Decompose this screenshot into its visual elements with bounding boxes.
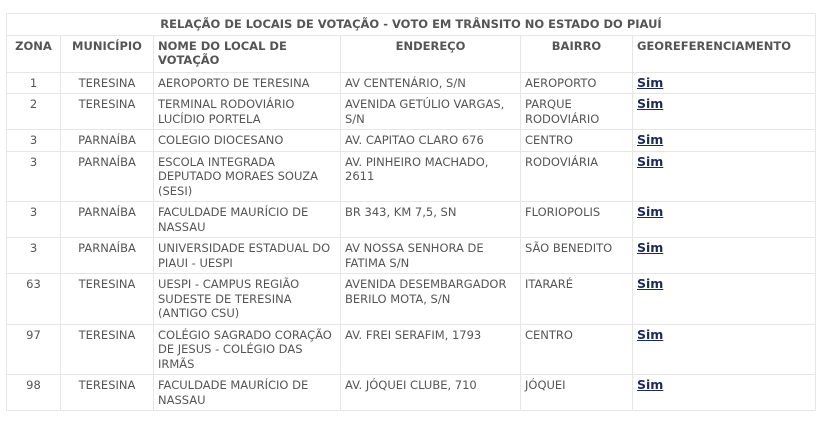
cell-bairro: ITARARÉ [520, 273, 633, 325]
georeferenciamento-link[interactable]: Sim [637, 377, 664, 392]
table-row: 3 PARNAÍBA COLEGIO DIOCESANO AV. CAPITAO CL… [6, 129, 816, 152]
cell-nome: UESPI - CAMPUS REGIÃO SUDESTE DE TERESIN… [153, 273, 341, 325]
georeferenciamento-link[interactable]: Sim [637, 153, 664, 169]
table-title: RELAÇÃO DE LOCAIS DE VOTAÇÃO - VOTO EM T… [6, 13, 816, 36]
cell-nome: FACULDADE MAURÍCIO DE NASSAU [153, 374, 341, 411]
georeferenciamento-link[interactable]: Sim [637, 132, 664, 147]
cell-geo: Sim [632, 150, 816, 202]
cell-endereco: AV. FREI SERAFIM, 1793 [340, 323, 521, 375]
cell-zona: 1 [6, 71, 61, 94]
georeferenciamento-link[interactable]: Sim [637, 240, 664, 255]
table-row: 3 PARNAÍBA UNIVERSIDADE ESTADUAL DO PIAUI … [6, 237, 816, 274]
table-row: 98 TERESINA FACULDADE MAURÍCIO DE NASSAU AV… [6, 374, 816, 411]
cell-municipio: TERESINA [60, 374, 154, 411]
georeferenciamento-link[interactable]: Sim [637, 204, 664, 219]
cell-municipio: TERESINA [60, 71, 154, 94]
georeferenciamento-link[interactable]: Sim [637, 276, 664, 291]
cell-nome: ESCOLA INTEGRADA DEPUTADO MORAES SOUZA (… [153, 150, 341, 202]
georeferenciamento-link[interactable]: Sim [637, 326, 664, 342]
cell-endereco: AVENIDA DESEMBARGADOR BERILO MOTA, S/N [340, 273, 521, 325]
header-endereco: ENDEREÇO [340, 34, 521, 73]
cell-endereco: AVENIDA GETÚLIO VARGAS, S/N [340, 93, 521, 130]
cell-nome: UNIVERSIDADE ESTADUAL DO PIAUI - UESPI [153, 237, 341, 274]
cell-bairro: CENTRO [520, 129, 633, 152]
cell-municipio: PARNAÍBA [60, 201, 154, 238]
cell-nome: COLEGIO DIOCESANO [153, 129, 341, 152]
voting-locations-table: RELAÇÃO DE LOCAIS DE VOTAÇÃO - VOTO EM T… [6, 13, 816, 411]
header-nome: NOME DO LOCAL DE VOTAÇÃO [153, 34, 341, 73]
georeferenciamento-link[interactable]: Sim [637, 74, 664, 90]
cell-bairro: RODOVIÁRIA [520, 150, 633, 202]
georeferenciamento-link[interactable]: Sim [637, 96, 664, 111]
cell-geo: Sim [632, 273, 816, 325]
table-row: 97 TERESINA COLÉGIO SAGRADO CORAÇÃO DE JES… [6, 323, 816, 375]
cell-geo: Sim [632, 201, 816, 238]
cell-municipio: TERESINA [60, 93, 154, 130]
cell-bairro: PARQUE RODOVIÁRIO [520, 93, 633, 130]
cell-zona: 3 [6, 129, 61, 152]
table-row: 2 TERESINA TERMINAL RODOVIÁRIO LUCÍDIO POR… [6, 93, 816, 130]
cell-bairro: SÃO BENEDITO [520, 237, 633, 274]
cell-zona: 2 [6, 93, 61, 130]
cell-municipio: TERESINA [60, 273, 154, 325]
cell-zona: 63 [6, 273, 61, 325]
header-georeferenciamento: GEOREFERENCIAMENTO [632, 34, 816, 73]
cell-municipio: PARNAÍBA [60, 150, 154, 202]
cell-nome: TERMINAL RODOVIÁRIO LUCÍDIO PORTELA [153, 93, 341, 130]
cell-endereco: AV CENTENÁRIO, S/N [340, 71, 521, 94]
cell-geo: Sim [632, 374, 816, 411]
cell-zona: 3 [6, 150, 61, 202]
header-municipio: MUNICÍPIO [60, 34, 154, 73]
table-row: 1 TERESINA AEROPORTO DE TERESINA AV CENTENÁ… [6, 71, 816, 94]
cell-geo: Sim [632, 93, 816, 130]
header-bairro: BAIRRO [520, 34, 633, 73]
cell-zona: 3 [6, 201, 61, 238]
header-zona: ZONA [6, 34, 61, 73]
cell-geo: Sim [632, 237, 816, 274]
table-row: 3 PARNAÍBA FACULDADE MAURÍCIO DE NASSAU BR … [6, 201, 816, 238]
cell-bairro: FLORIOPOLIS [520, 201, 633, 238]
cell-municipio: PARNAÍBA [60, 129, 154, 152]
cell-zona: 97 [6, 323, 61, 375]
cell-bairro: CENTRO [520, 323, 633, 375]
cell-geo: Sim [632, 129, 816, 152]
cell-endereco: AV. JÓQUEI CLUBE, 710 [340, 374, 521, 411]
cell-bairro: JÓQUEI [520, 374, 633, 411]
cell-bairro: AEROPORTO [520, 71, 633, 94]
cell-endereco: BR 343, KM 7,5, SN [340, 201, 521, 238]
cell-endereco: AV. PINHEIRO MACHADO, 2611 [340, 150, 521, 202]
cell-geo: Sim [632, 323, 816, 375]
cell-nome: COLÉGIO SAGRADO CORAÇÃO DE JESUS - COLÉG… [153, 323, 341, 375]
cell-nome: AEROPORTO DE TERESINA [153, 71, 341, 94]
cell-municipio: PARNAÍBA [60, 237, 154, 274]
cell-endereco: AV NOSSA SENHORA DE FATIMA S/N [340, 237, 521, 274]
table-row: 63 TERESINA UESPI - CAMPUS REGIÃO SUDESTE … [6, 273, 816, 325]
table-row: 3 PARNAÍBA ESCOLA INTEGRADA DEPUTADO MORAE… [6, 150, 816, 202]
cell-nome: FACULDADE MAURÍCIO DE NASSAU [153, 201, 341, 238]
cell-zona: 98 [6, 374, 61, 411]
cell-endereco: AV. CAPITAO CLARO 676 [340, 129, 521, 152]
cell-zona: 3 [6, 237, 61, 274]
cell-municipio: TERESINA [60, 323, 154, 375]
cell-geo: Sim [632, 71, 816, 94]
